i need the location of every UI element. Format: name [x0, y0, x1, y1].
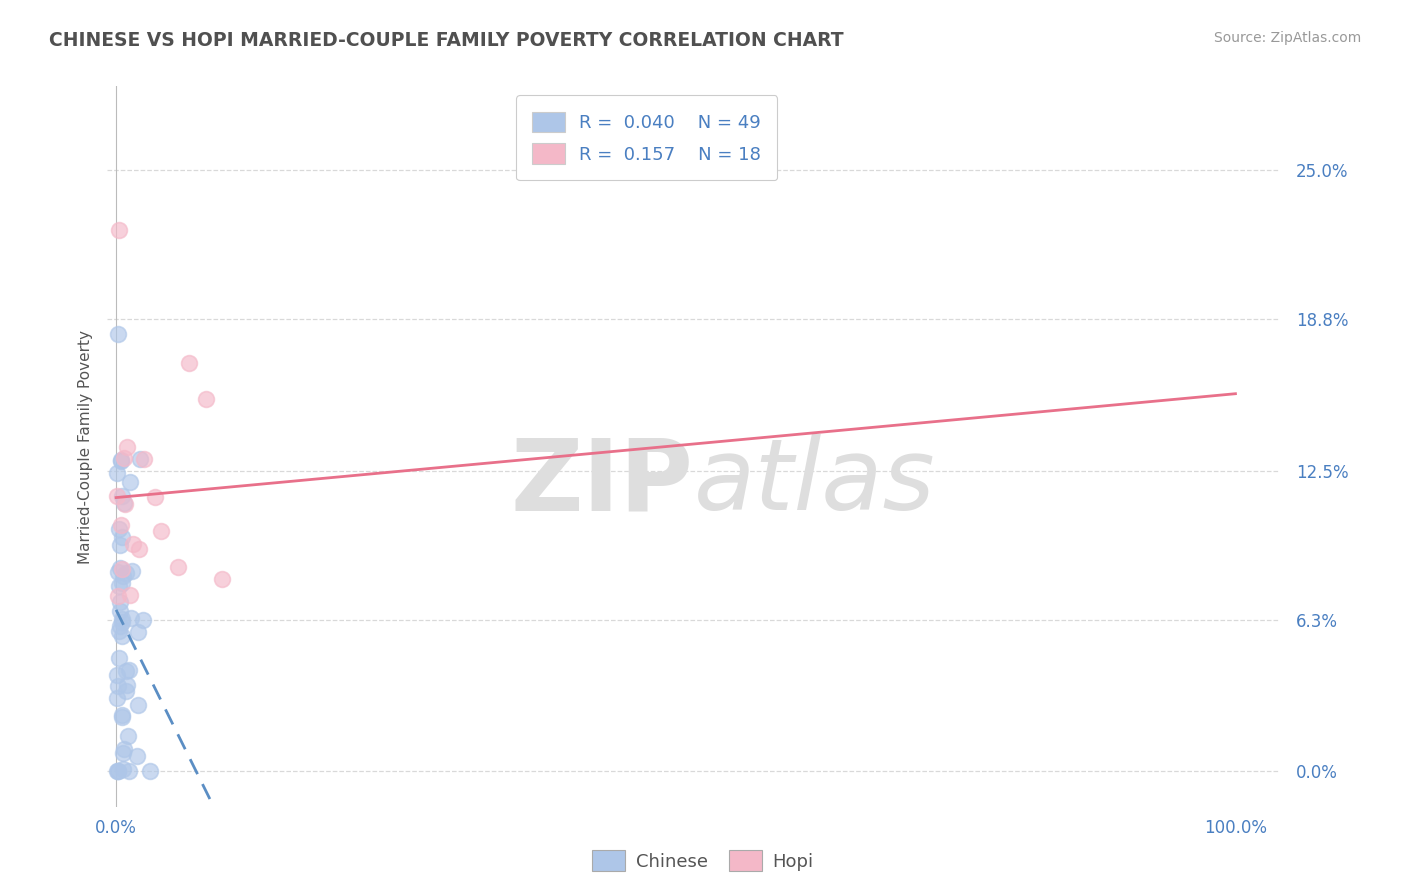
- Point: [122, 537, 145, 551]
- Point: [108, 522, 131, 536]
- Point: [127, 625, 149, 640]
- Point: [112, 569, 135, 583]
- Point: [111, 489, 134, 503]
- Point: [117, 764, 139, 778]
- Point: [117, 678, 139, 692]
- Point: [121, 564, 143, 578]
- Text: atlas: atlas: [693, 434, 935, 532]
- Point: [139, 764, 162, 778]
- Point: [110, 710, 132, 724]
- Point: [117, 729, 139, 743]
- Point: [110, 604, 132, 618]
- Point: [115, 566, 138, 580]
- Point: [105, 667, 128, 681]
- Text: Source: ZipAtlas.com: Source: ZipAtlas.com: [1213, 31, 1361, 45]
- Point: [132, 451, 155, 466]
- Point: [105, 489, 128, 503]
- Point: [110, 707, 132, 722]
- Point: [211, 572, 233, 586]
- Point: [117, 440, 139, 454]
- Point: [108, 538, 131, 552]
- Point: [166, 559, 188, 574]
- Point: [129, 451, 152, 466]
- Point: [110, 560, 132, 574]
- Point: [105, 691, 128, 706]
- Point: [108, 595, 131, 609]
- Point: [112, 741, 135, 756]
- Point: [149, 524, 172, 538]
- Point: [107, 565, 129, 579]
- Point: [177, 356, 200, 370]
- Point: [111, 629, 134, 643]
- Point: [111, 762, 134, 776]
- Point: [105, 764, 128, 778]
- Point: [111, 576, 134, 591]
- Point: [114, 497, 136, 511]
- Point: [111, 561, 134, 575]
- Legend: R =  0.040    N = 49, R =  0.157    N = 18: R = 0.040 N = 49, R = 0.157 N = 18: [516, 95, 778, 180]
- Point: [118, 663, 141, 677]
- Point: [107, 679, 129, 693]
- Point: [112, 450, 135, 465]
- Point: [127, 749, 149, 764]
- Point: [112, 746, 135, 760]
- Point: [114, 684, 136, 698]
- Point: [110, 530, 132, 544]
- Point: [115, 664, 138, 678]
- Point: [112, 496, 135, 510]
- Point: [194, 392, 217, 406]
- Point: [120, 611, 142, 625]
- Point: [107, 326, 129, 341]
- Point: [110, 454, 132, 468]
- Point: [110, 453, 132, 467]
- Point: [127, 698, 149, 712]
- Legend: Chinese, Hopi: Chinese, Hopi: [585, 843, 821, 879]
- Point: [110, 619, 132, 633]
- Text: CHINESE VS HOPI MARRIED-COUPLE FAMILY POVERTY CORRELATION CHART: CHINESE VS HOPI MARRIED-COUPLE FAMILY PO…: [49, 31, 844, 50]
- Point: [107, 589, 129, 603]
- Point: [105, 466, 128, 480]
- Point: [108, 223, 131, 237]
- Text: ZIP: ZIP: [510, 434, 693, 532]
- Point: [128, 541, 150, 556]
- Point: [108, 579, 131, 593]
- Point: [110, 518, 132, 533]
- Point: [108, 651, 131, 665]
- Point: [111, 615, 134, 629]
- Point: [107, 764, 129, 778]
- Point: [111, 612, 134, 626]
- Point: [108, 624, 131, 639]
- Y-axis label: Married-Couple Family Poverty: Married-Couple Family Poverty: [79, 330, 93, 564]
- Point: [143, 490, 166, 504]
- Point: [118, 589, 141, 603]
- Point: [107, 764, 129, 778]
- Point: [118, 475, 141, 490]
- Point: [132, 613, 155, 627]
